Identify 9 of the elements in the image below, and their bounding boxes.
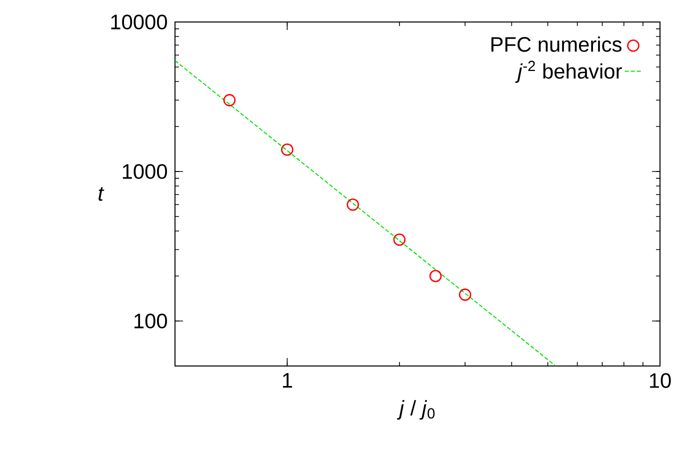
y-tick-label: 10000 [111,14,167,30]
x-tick-label: 1 [282,373,292,388]
y-tick-label: 1000 [122,164,167,179]
x-axis-title: j / j$_{0}$ [396,400,435,420]
x-tick-label: 10 [650,373,671,388]
y-tick-label: 100 [134,314,167,328]
legend-label: j$^{-2}$ behavior [515,60,622,83]
legend-label: PFC numerics [491,36,622,52]
y-axis-title: t [98,187,104,201]
